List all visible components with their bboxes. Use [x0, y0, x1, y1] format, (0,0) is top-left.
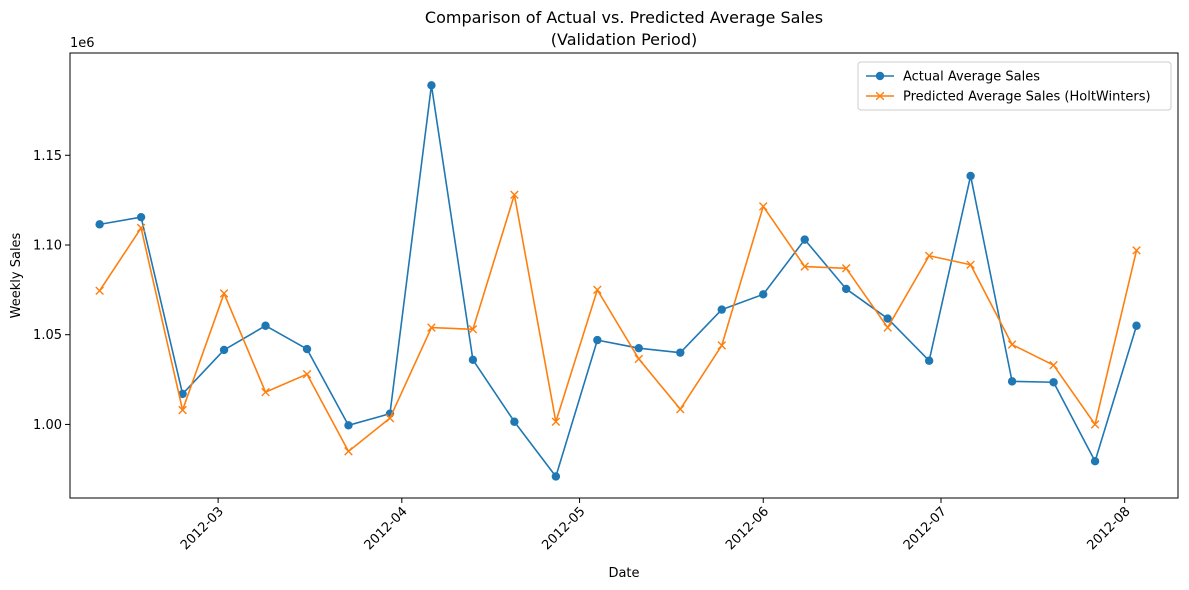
actual-data-point — [634, 343, 644, 353]
predicted-data-point — [966, 260, 975, 270]
actual-data-point — [95, 220, 104, 229]
actual-data-point — [841, 284, 851, 294]
actual-data-point — [344, 421, 353, 430]
predicted-data-point — [178, 405, 187, 415]
predicted-data-point — [1090, 420, 1100, 429]
predicted-data-point — [883, 323, 892, 332]
chart-title: Comparison of Actual vs. Predicted Avera… — [425, 8, 823, 27]
predicted-data-point — [302, 369, 312, 379]
predicted-data-point — [1132, 246, 1141, 255]
predicted-data-point — [219, 289, 229, 298]
legend-item-actual: Actual Average Sales — [866, 70, 1040, 85]
y-tick-label: 1.00 — [33, 418, 62, 433]
x-tick-label: 2012-08 — [1084, 504, 1133, 553]
y-offset-label: 1e6 — [70, 36, 95, 51]
chart-subtitle: (Validation Period) — [551, 30, 697, 49]
predicted-data-point — [593, 285, 602, 295]
actual-data-point — [468, 355, 478, 365]
predicted-data-point — [385, 413, 395, 423]
predicted-data-point — [1007, 340, 1017, 349]
actual-data-point — [510, 417, 519, 426]
predicted-data-point — [717, 341, 727, 350]
x-tick-label: 2012-04 — [362, 504, 411, 553]
predicted-data-point — [758, 202, 768, 211]
x-tick-label: 2012-05 — [539, 504, 588, 553]
legend: Actual Average Sales Predicted Average Sa… — [857, 61, 1172, 111]
actual-data-point — [759, 290, 768, 299]
x-axis-label: Date — [608, 566, 639, 581]
predicted-data-point — [675, 404, 685, 414]
predicted-data-point — [468, 325, 478, 334]
predicted-data-point — [1049, 360, 1058, 370]
y-tick-label: 1.10 — [33, 238, 62, 253]
predicted-data-point — [841, 264, 851, 273]
y-axis-label: Weekly Sales — [9, 232, 24, 318]
predicted-data-point — [800, 262, 810, 271]
x-tick-label: 2012-07 — [901, 504, 950, 553]
y-axis: 1.00 1.05 1.10 1.15 — [33, 149, 70, 433]
predicted-data-point — [551, 417, 561, 427]
y-tick-label: 1.05 — [33, 328, 62, 343]
actual-data-point — [427, 81, 436, 90]
x-tick-label: 2012-06 — [723, 504, 772, 553]
actual-data-point — [1007, 377, 1017, 386]
legend-marker — [875, 71, 885, 81]
actual-data-point — [1090, 457, 1100, 466]
predicted-series-line — [98, 193, 1138, 453]
legend-item-predicted: Predicted Average Sales (HoltWinters) — [866, 90, 1151, 105]
x-tick-label: 2012-03 — [178, 504, 227, 553]
axes-frame — [69, 52, 1179, 499]
predicted-data-point — [136, 223, 146, 233]
plot-layer — [95, 81, 1141, 481]
actual-data-point — [717, 305, 726, 314]
legend-label: Predicted Average Sales (HoltWinters) — [903, 90, 1151, 105]
predicted-data-point — [344, 447, 353, 456]
actual-data-point — [676, 348, 685, 357]
legend-marker — [875, 91, 885, 101]
actual-data-point — [178, 389, 187, 399]
predicted-data-point — [510, 190, 519, 200]
predicted-data-point — [261, 387, 270, 397]
actual-data-point — [551, 472, 561, 481]
actual-data-point — [302, 344, 312, 354]
actual-data-point — [800, 235, 809, 244]
actual-series-line — [99, 84, 1138, 478]
actual-data-point — [136, 212, 146, 222]
actual-data-point — [966, 171, 975, 181]
predicted-data-point — [924, 251, 934, 261]
actual-data-point — [593, 335, 602, 345]
x-axis: 2012-03 2012-04 2012-05 2012-06 2012-07 2012-… — [178, 498, 1134, 553]
actual-data-point — [219, 345, 229, 355]
predicted-data-point — [634, 354, 644, 364]
actual-data-point — [883, 314, 892, 323]
y-tick-label: 1.15 — [33, 149, 62, 164]
legend-box — [857, 61, 1172, 111]
predicted-data-point — [95, 286, 104, 296]
actual-data-point — [924, 356, 934, 365]
actual-data-point — [1049, 378, 1058, 387]
legend-label: Actual Average Sales — [903, 70, 1040, 85]
actual-data-point — [1132, 321, 1141, 330]
predicted-data-point — [427, 323, 436, 332]
actual-data-point — [261, 321, 270, 330]
